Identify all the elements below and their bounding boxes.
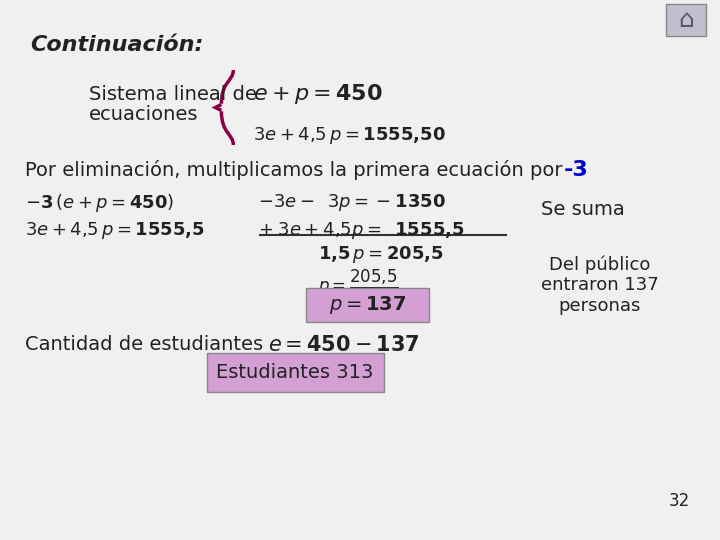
FancyBboxPatch shape <box>207 353 384 392</box>
Text: $-3e -\;\;3p = -\mathbf{1350}$: $-3e -\;\;3p = -\mathbf{1350}$ <box>258 192 446 213</box>
Text: ecuaciones: ecuaciones <box>89 105 199 124</box>
Text: ⌂: ⌂ <box>678 8 694 32</box>
Text: $-\mathbf{3}\,(e + p = \mathbf{450})$: $-\mathbf{3}\,(e + p = \mathbf{450})$ <box>24 192 174 214</box>
Text: Sistema lineal de: Sistema lineal de <box>89 85 257 104</box>
Text: -3: -3 <box>564 160 589 180</box>
Text: Cantidad de estudiantes: Cantidad de estudiantes <box>24 335 263 354</box>
Text: $e = \mathbf{450} - \mathbf{137}$: $e = \mathbf{450} - \mathbf{137}$ <box>268 335 420 355</box>
FancyBboxPatch shape <box>306 288 429 322</box>
Text: $3e + 4{,}5\,p = \mathbf{1555{,}50}$: $3e + 4{,}5\,p = \mathbf{1555{,}50}$ <box>253 125 446 146</box>
Text: $+\;3e + 4{,}5p = \;\;\mathbf{1555{,}5}$: $+\;3e + 4{,}5p = \;\;\mathbf{1555{,}5}$ <box>258 220 465 241</box>
Text: Por eliminación, multiplicamos la primera ecuación por: Por eliminación, multiplicamos la primer… <box>24 160 569 180</box>
Text: $p = \dfrac{205{,}5}{1{,}5}$: $p = \dfrac{205{,}5}{1{,}5}$ <box>318 268 398 307</box>
Text: $e + p = \mathbf{450}$: $e + p = \mathbf{450}$ <box>253 82 383 106</box>
Text: Del público
entraron 137
personas: Del público entraron 137 personas <box>541 255 659 315</box>
Text: $\mathbf{1{,}5}\,p = \mathbf{205{,}5}$: $\mathbf{1{,}5}\,p = \mathbf{205{,}5}$ <box>318 244 444 265</box>
Text: $p = \mathbf{137}$: $p = \mathbf{137}$ <box>328 294 406 316</box>
Text: 32: 32 <box>669 492 690 510</box>
Text: Estudiantes 313: Estudiantes 313 <box>216 363 374 382</box>
Text: Continuación:: Continuación: <box>30 35 203 55</box>
Text: $3e + 4{,}5\,p = \mathbf{1555{,}5}$: $3e + 4{,}5\,p = \mathbf{1555{,}5}$ <box>24 220 204 241</box>
FancyBboxPatch shape <box>666 4 706 36</box>
Text: Se suma: Se suma <box>541 200 625 219</box>
